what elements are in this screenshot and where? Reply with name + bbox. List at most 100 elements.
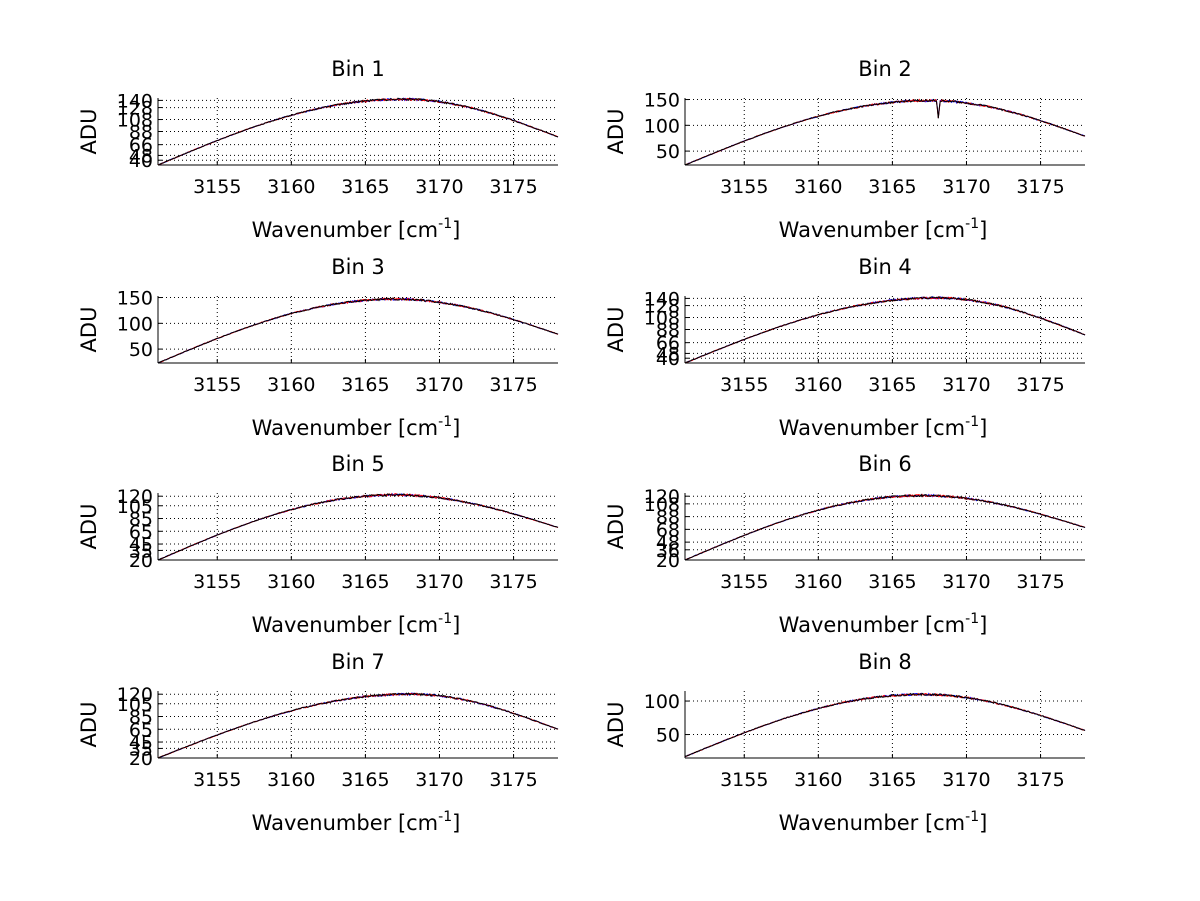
x-tick-label: 3170 — [942, 374, 990, 396]
x-tick-label: 3165 — [341, 176, 389, 198]
x-tick-label: 3155 — [193, 769, 241, 791]
y-tick-label: 35 — [129, 738, 153, 760]
y-tick-label: 45 — [129, 534, 153, 556]
y-axis-label: ADU — [77, 109, 101, 155]
y-tick-label: 108 — [117, 110, 153, 132]
y-tick-label: 48 — [656, 343, 680, 365]
x-axis-label-main: Wavenumber [cm — [779, 811, 965, 835]
y-tick-label: 50 — [656, 141, 680, 163]
series-line-3 — [158, 97, 559, 166]
x-axis-label-main: Wavenumber [cm — [252, 416, 438, 440]
y-tick-label: 66 — [129, 135, 153, 157]
x-tick-label: 3170 — [942, 176, 990, 198]
y-tick-label: 88 — [656, 507, 680, 529]
x-axis-label-end: ] — [452, 218, 460, 242]
y-tick-label: 120 — [644, 486, 680, 508]
subplot-title: Bin 8 — [858, 650, 912, 674]
y-tick-label: 128 — [644, 296, 680, 318]
subplot-title: Bin 1 — [331, 57, 385, 81]
x-tick-label: 3165 — [341, 769, 389, 791]
x-tick-label: 3175 — [1016, 571, 1064, 593]
y-tick-label: 20 — [129, 550, 153, 572]
y-tick-label: 108 — [644, 494, 680, 516]
y-tick-label: 140 — [644, 288, 680, 310]
x-axis-label-main: Wavenumber [cm — [779, 218, 965, 242]
series-line-3 — [685, 296, 1086, 364]
x-tick-label: 3165 — [341, 374, 389, 396]
y-tick-label: 85 — [129, 509, 153, 531]
x-tick-label: 3165 — [868, 374, 916, 396]
y-tick-label: 48 — [656, 532, 680, 554]
y-axis-label: ADU — [77, 307, 101, 353]
x-axis-label: Wavenumber [cm-1] — [779, 809, 988, 835]
x-tick-label: 3170 — [415, 571, 463, 593]
subplot-title: Bin 5 — [331, 452, 385, 476]
y-tick-label: 66 — [656, 333, 680, 355]
y-tick-label: 20 — [129, 748, 153, 770]
x-axis-label-superscript: -1 — [965, 611, 979, 627]
x-tick-label: 3160 — [267, 769, 315, 791]
y-tick-label: 128 — [117, 98, 153, 120]
series-line-3 — [684, 493, 1086, 561]
x-tick-label: 3155 — [193, 374, 241, 396]
subplot-2: 3155 3160 3165 3170 3175 50 100 150 Bin 2 Wavenum… — [604, 57, 1086, 242]
y-tick-label: 105 — [117, 496, 153, 518]
y-tick-label: 150 — [117, 288, 153, 310]
x-tick-label: 3170 — [415, 374, 463, 396]
y-axis-label: ADU — [77, 504, 101, 550]
y-tick-label: 48 — [129, 145, 153, 167]
x-tick-label: 3155 — [720, 571, 768, 593]
y-tick-label: 40 — [656, 348, 680, 370]
x-axis-label-main: Wavenumber [cm — [252, 811, 438, 835]
series-line-3 — [157, 297, 559, 364]
y-axis-label: ADU — [604, 504, 628, 550]
x-axis-label-main: Wavenumber [cm — [779, 613, 965, 637]
x-tick-label: 3175 — [1016, 374, 1064, 396]
y-tick-label: 100 — [117, 313, 153, 335]
x-tick-label: 3170 — [942, 571, 990, 593]
y-tick-label: 65 — [129, 719, 153, 741]
y-tick-label: 120 — [117, 684, 153, 706]
x-tick-label: 3155 — [720, 769, 768, 791]
x-axis-label-end: ] — [452, 416, 460, 440]
series-line-3 — [157, 692, 559, 759]
x-axis-label: Wavenumber [cm-1] — [779, 216, 988, 242]
x-axis-label-end: ] — [979, 613, 987, 637]
x-axis-label-end: ] — [979, 218, 987, 242]
subplot-3: 3155 3160 3165 3170 3175 50 100 150 Bin 3 Wavenum… — [77, 255, 559, 440]
y-axis-label: ADU — [604, 307, 628, 353]
y-tick-label: 120 — [117, 486, 153, 508]
x-axis-label-superscript: -1 — [965, 809, 979, 825]
series-line-3 — [684, 98, 1085, 166]
x-tick-label: 3160 — [794, 571, 842, 593]
x-axis-label: Wavenumber [cm-1] — [779, 414, 988, 440]
x-axis-label-superscript: -1 — [438, 216, 452, 232]
y-axis-label: ADU — [604, 702, 628, 748]
y-tick-label: 105 — [117, 694, 153, 716]
y-tick-label: 35 — [129, 540, 153, 562]
x-tick-label: 3175 — [489, 176, 537, 198]
y-tick-label: 85 — [129, 707, 153, 729]
x-tick-label: 3160 — [794, 769, 842, 791]
x-axis-label: Wavenumber [cm-1] — [252, 216, 461, 242]
subplot-8: 3155 3160 3165 3170 3175 50 100 Bin 8 Wavenumber… — [604, 650, 1086, 835]
y-tick-label: 20 — [656, 550, 680, 572]
x-axis-label: Wavenumber [cm-1] — [252, 414, 461, 440]
y-tick-label: 40 — [129, 150, 153, 172]
x-tick-label: 3160 — [794, 176, 842, 198]
x-axis-label-end: ] — [452, 613, 460, 637]
x-axis-label-main: Wavenumber [cm — [252, 218, 438, 242]
x-tick-label: 3175 — [489, 571, 537, 593]
x-axis-label-end: ] — [979, 416, 987, 440]
y-tick-label: 50 — [656, 725, 680, 747]
subplot-title: Bin 4 — [858, 255, 912, 279]
x-tick-label: 3170 — [415, 769, 463, 791]
x-tick-label: 3155 — [193, 571, 241, 593]
x-tick-label: 3170 — [415, 176, 463, 198]
x-tick-label: 3165 — [868, 571, 916, 593]
x-axis-label-superscript: -1 — [965, 216, 979, 232]
